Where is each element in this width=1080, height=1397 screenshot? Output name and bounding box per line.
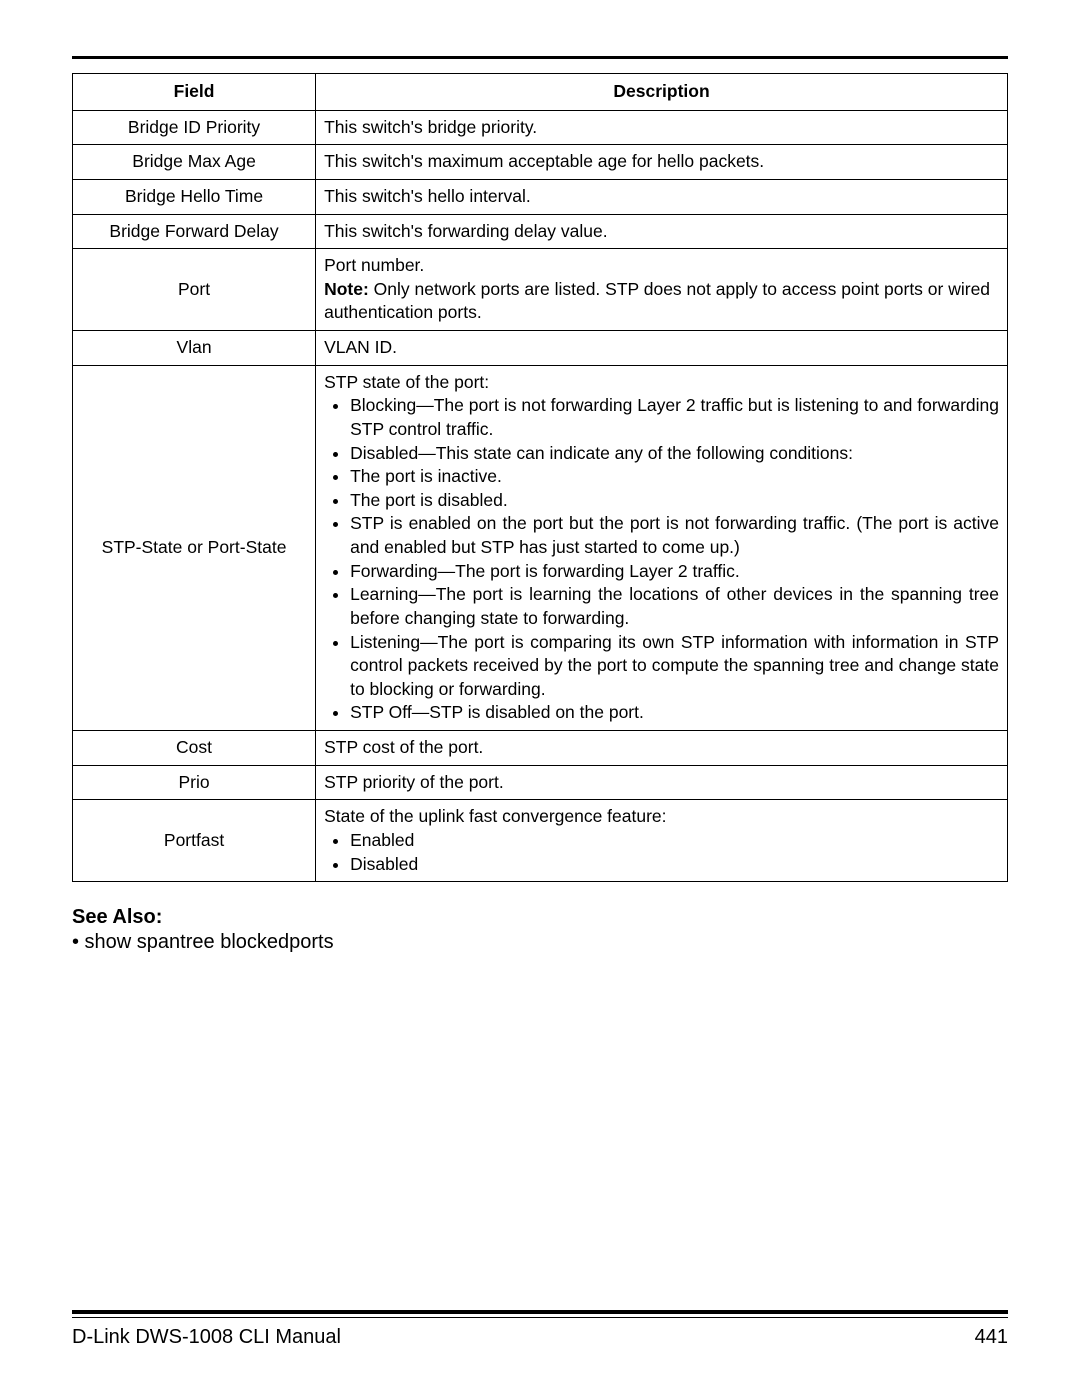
see-also-heading: See Also: — [72, 906, 1008, 929]
table-row: Bridge ID PriorityThis switch's bridge p… — [73, 110, 1008, 145]
cell-description: This switch's forwarding delay value. — [316, 214, 1008, 249]
cell-description: This switch's maximum acceptable age for… — [316, 145, 1008, 180]
top-rule — [72, 56, 1008, 59]
footer-rule-thick — [72, 1310, 1008, 1314]
cell-field: Portfast — [73, 800, 316, 882]
cell-field: Bridge Hello Time — [73, 179, 316, 214]
spec-table: Field Description Bridge ID PriorityThis… — [72, 73, 1008, 882]
footer-right: 441 — [975, 1326, 1008, 1349]
footer-left: D-Link DWS-1008 CLI Manual — [72, 1326, 341, 1349]
cell-field: Cost — [73, 731, 316, 766]
table-row: Bridge Hello TimeThis switch's hello int… — [73, 179, 1008, 214]
table-row: CostSTP cost of the port. — [73, 731, 1008, 766]
cell-field: Bridge ID Priority — [73, 110, 316, 145]
cell-description: Port number.Note: Only network ports are… — [316, 249, 1008, 331]
table-row: Bridge Max AgeThis switch's maximum acce… — [73, 145, 1008, 180]
footer-rule-thin — [72, 1317, 1008, 1318]
see-also-list: • show spantree blockedports — [72, 931, 1008, 954]
cell-description: STP priority of the port. — [316, 765, 1008, 800]
cell-description: VLAN ID. — [316, 331, 1008, 366]
cell-field: Prio — [73, 765, 316, 800]
table-row: PortPort number.Note: Only network ports… — [73, 249, 1008, 331]
table-row: PrioSTP priority of the port. — [73, 765, 1008, 800]
header-description: Description — [316, 74, 1008, 111]
cell-field: Bridge Forward Delay — [73, 214, 316, 249]
table-row: STP-State or Port-StateSTP state of the … — [73, 365, 1008, 730]
table-row: PortfastState of the uplink fast converg… — [73, 800, 1008, 882]
cell-field: Bridge Max Age — [73, 145, 316, 180]
cell-description: State of the uplink fast convergence fea… — [316, 800, 1008, 882]
table-header-row: Field Description — [73, 74, 1008, 111]
cell-description: This switch's bridge priority. — [316, 110, 1008, 145]
table-row: Bridge Forward DelayThis switch's forwar… — [73, 214, 1008, 249]
page-footer: D-Link DWS-1008 CLI Manual 441 — [72, 1310, 1008, 1349]
table-row: VlanVLAN ID. — [73, 331, 1008, 366]
header-field: Field — [73, 74, 316, 111]
cell-description: This switch's hello interval. — [316, 179, 1008, 214]
cell-description: STP state of the port:Blocking—The port … — [316, 365, 1008, 730]
see-also-item: • show spantree blockedports — [72, 931, 1008, 954]
cell-field: Port — [73, 249, 316, 331]
cell-field: Vlan — [73, 331, 316, 366]
cell-field: STP-State or Port-State — [73, 365, 316, 730]
page: Field Description Bridge ID PriorityThis… — [0, 0, 1080, 1397]
table-body: Bridge ID PriorityThis switch's bridge p… — [73, 110, 1008, 882]
cell-description: STP cost of the port. — [316, 731, 1008, 766]
see-also-section: See Also: • show spantree blockedports — [72, 906, 1008, 954]
